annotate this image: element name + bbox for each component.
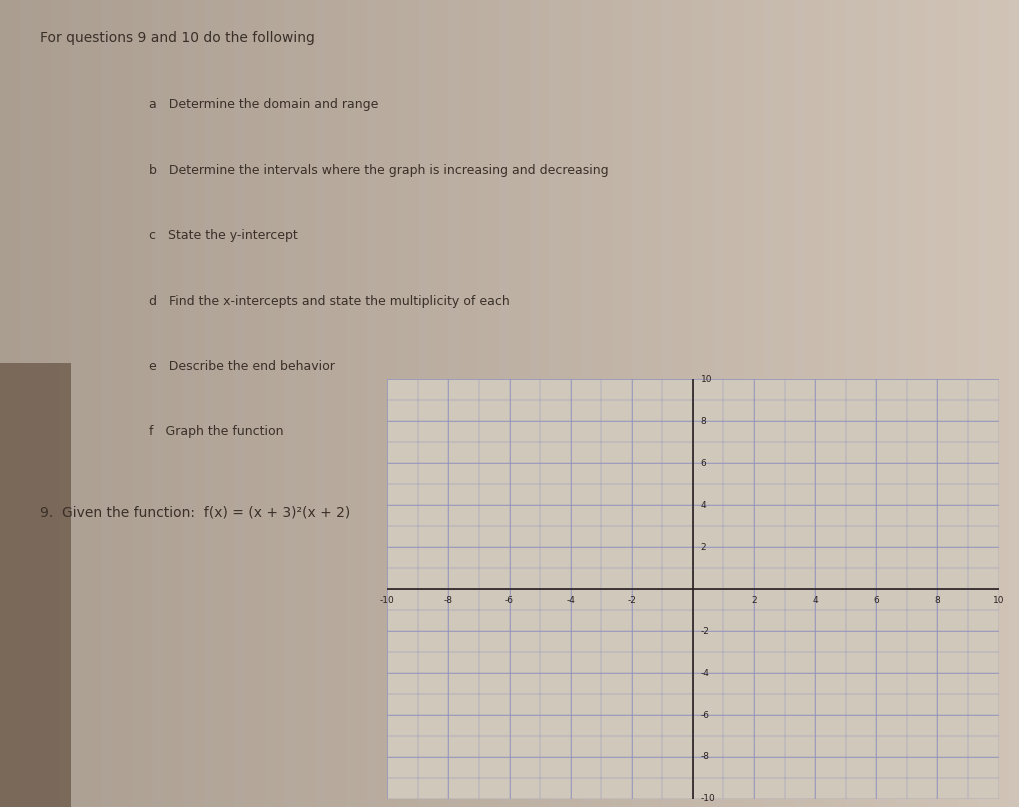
- Text: 6: 6: [873, 596, 879, 605]
- Text: 4: 4: [701, 500, 706, 510]
- Text: d   Find the x-intercepts and state the multiplicity of each: d Find the x-intercepts and state the mu…: [149, 295, 510, 307]
- Text: 10: 10: [701, 374, 712, 384]
- Text: 9.  Given the function:  f(x) = (x + 3)²(x + 2): 9. Given the function: f(x) = (x + 3)²(x…: [41, 505, 351, 519]
- Text: -4: -4: [567, 596, 575, 605]
- Text: 10: 10: [993, 596, 1005, 605]
- Text: e   Describe the end behavior: e Describe the end behavior: [149, 360, 335, 373]
- Text: -4: -4: [701, 668, 709, 678]
- Text: -8: -8: [701, 752, 709, 762]
- Text: -2: -2: [628, 596, 636, 605]
- Text: -2: -2: [701, 626, 709, 636]
- Text: a   Determine the domain and range: a Determine the domain and range: [149, 98, 378, 111]
- Text: -10: -10: [380, 596, 394, 605]
- Text: f   Graph the function: f Graph the function: [149, 425, 283, 438]
- Text: 8: 8: [701, 416, 706, 426]
- Text: For questions 9 and 10 do the following: For questions 9 and 10 do the following: [41, 31, 315, 44]
- Text: 8: 8: [934, 596, 941, 605]
- Text: -6: -6: [701, 710, 709, 720]
- Text: b   Determine the intervals where the graph is increasing and decreasing: b Determine the intervals where the grap…: [149, 164, 608, 177]
- Text: 2: 2: [751, 596, 757, 605]
- Text: 4: 4: [812, 596, 818, 605]
- Text: 6: 6: [701, 458, 706, 468]
- Text: -6: -6: [505, 596, 514, 605]
- Bar: [0, 363, 71, 807]
- Text: c   State the y-intercept: c State the y-intercept: [149, 229, 298, 242]
- Text: -8: -8: [444, 596, 452, 605]
- Text: 2: 2: [701, 542, 706, 552]
- Text: -10: -10: [701, 794, 715, 804]
